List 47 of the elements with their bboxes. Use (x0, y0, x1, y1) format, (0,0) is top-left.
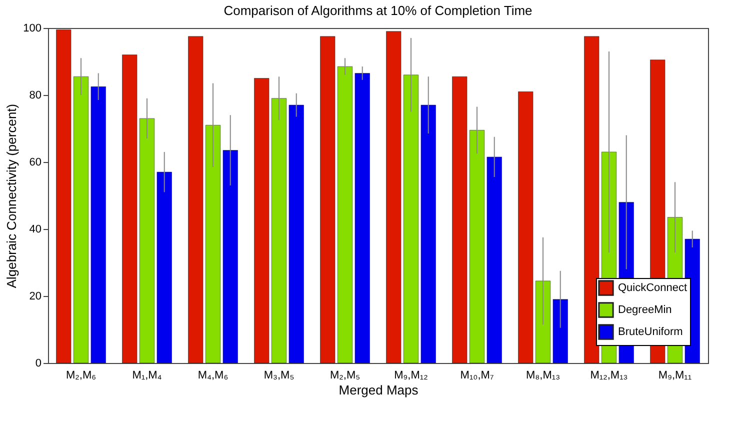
bar (486, 156, 502, 364)
x-axis-title: Merged Maps (338, 382, 419, 398)
bar (386, 31, 402, 364)
legend-label: DegreeMin (618, 304, 672, 316)
x-tick-label: M₃,M₅ (264, 370, 294, 382)
bar (584, 36, 600, 364)
x-tick-label: M₄,M₆ (198, 370, 228, 382)
bar (518, 92, 534, 364)
y-axis-title: Algebraic Connectivity (percent) (4, 104, 20, 288)
bar (56, 30, 72, 364)
x-tick-label: M₈,M₁₃ (526, 370, 560, 382)
y-tick-label: 40 (29, 224, 42, 236)
bar (205, 125, 221, 364)
bar (552, 299, 568, 364)
legend-label: QuickConnect (618, 282, 688, 294)
legend-label: BruteUniform (618, 326, 683, 338)
bar (188, 36, 204, 364)
x-tick-label: M₂,M₆ (66, 370, 96, 382)
bar (288, 104, 304, 364)
x-tick-label: M₁,M₄ (132, 370, 162, 382)
bar (337, 66, 353, 364)
x-tick-label: M₉,M₁₁ (658, 370, 692, 382)
bar (354, 73, 370, 364)
y-tick-label: 0 (35, 358, 42, 370)
bar (320, 36, 336, 364)
bar (254, 78, 270, 364)
bar (420, 104, 436, 364)
bar (90, 86, 106, 364)
bar (222, 150, 238, 364)
x-tick-label: M₂,M₅ (330, 370, 360, 382)
x-tick-label: M₁₂,M₁₃ (590, 370, 628, 382)
x-tick-label: M₁₀,M₇ (460, 370, 494, 382)
bar (403, 74, 419, 364)
y-tick-label: 60 (29, 156, 42, 168)
y-tick-label: 80 (29, 90, 42, 102)
bar (122, 54, 138, 364)
chart-title: Comparison of Algorithms at 10% of Completion Time (224, 3, 532, 18)
bar (73, 76, 89, 364)
y-tick-label: 20 (29, 290, 42, 302)
bar (139, 118, 155, 364)
y-tick-label: 100 (23, 22, 42, 34)
bar (156, 172, 172, 364)
bar (535, 280, 551, 364)
x-tick-label: M₉,M₁₂ (394, 370, 428, 382)
bar (469, 130, 485, 364)
bar (271, 98, 287, 364)
bar (452, 76, 468, 364)
